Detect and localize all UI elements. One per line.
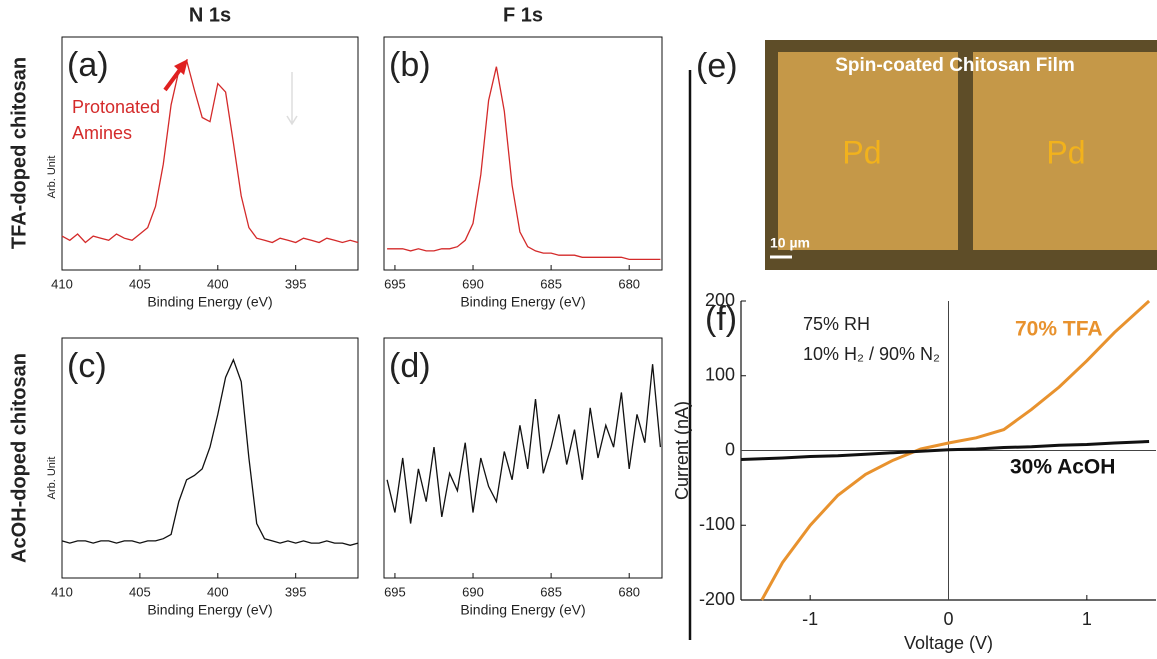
panel-label: (a) xyxy=(67,46,109,84)
x-tick-label: 680 xyxy=(618,276,640,291)
row-title: AcOH-doped chitosan xyxy=(8,353,30,563)
plot-frame xyxy=(61,337,359,579)
x-axis-label: Binding Energy (eV) xyxy=(460,294,585,310)
x-tick-label: 400 xyxy=(207,584,229,599)
pad xyxy=(778,52,958,250)
series-label: 70% TFA xyxy=(1015,318,1103,341)
x-tick-label: 690 xyxy=(462,276,484,291)
x-tick-label: 680 xyxy=(618,584,640,599)
x-tick-label: 395 xyxy=(285,584,307,599)
x-axis-label: Binding Energy (eV) xyxy=(147,294,272,310)
x-tick-label: 395 xyxy=(285,276,307,291)
pad xyxy=(973,52,1157,250)
x-tick-label: 695 xyxy=(384,584,406,599)
series-label: 30% AcOH xyxy=(1010,456,1115,479)
panel-label: (d) xyxy=(389,347,431,385)
y-tick-label: -100 xyxy=(699,514,735,534)
y-tick-label: 200 xyxy=(705,290,735,310)
annotation: 75% RH xyxy=(803,314,870,334)
panel-label: (c) xyxy=(67,347,107,385)
x-tick-label: 695 xyxy=(384,276,406,291)
y-axis-label: Current (nA) xyxy=(672,401,692,500)
spectrum-line xyxy=(61,358,359,546)
x-tick-label: 410 xyxy=(51,276,73,291)
y-tick-label: 0 xyxy=(725,439,735,459)
plot-frame xyxy=(383,36,663,271)
plot-frame xyxy=(383,337,663,579)
x-axis-label: Binding Energy (eV) xyxy=(147,602,272,618)
annotation: 10% H₂ / 90% N₂ xyxy=(803,344,940,364)
annotation-arrow xyxy=(163,65,184,92)
x-tick-label: 405 xyxy=(129,276,151,291)
row-title: TFA-doped chitosan xyxy=(8,57,30,249)
annotation: Protonated xyxy=(72,97,160,117)
annotation-arrowhead xyxy=(174,59,188,75)
x-tick-label: 0 xyxy=(943,609,953,629)
x-tick-label: 685 xyxy=(540,584,562,599)
spectrum-line xyxy=(387,66,661,261)
x-tick-label: 410 xyxy=(51,584,73,599)
iv-curve xyxy=(740,440,1150,461)
x-tick-label: 685 xyxy=(540,276,562,291)
x-tick-label: -1 xyxy=(802,609,818,629)
spectrum-line xyxy=(61,58,359,244)
panel-label: (e) xyxy=(696,47,738,85)
column-title: F 1s xyxy=(503,4,543,26)
faint-arrow xyxy=(286,72,298,126)
x-tick-label: 400 xyxy=(207,276,229,291)
scale-bar-label: 10 µm xyxy=(770,235,810,251)
column-title: N 1s xyxy=(189,4,231,26)
x-tick-label: 1 xyxy=(1082,609,1092,629)
panel-label: (b) xyxy=(389,46,431,84)
micrograph: Spin-coated Chitosan Film Pd Pd 10 µm xyxy=(765,40,1157,270)
y-axis-label: Arb. Unit xyxy=(46,156,58,199)
iv-curve xyxy=(760,299,1151,601)
image-title: Spin-coated Chitosan Film xyxy=(835,55,1075,76)
y-axis-label: Arb. Unit xyxy=(46,457,58,500)
x-tick-label: 690 xyxy=(462,584,484,599)
y-tick-label: -200 xyxy=(699,589,735,609)
spectrum-line xyxy=(386,364,662,524)
x-axis-label: Voltage (V) xyxy=(904,633,993,653)
panel-label: (f) xyxy=(705,300,737,338)
y-tick-label: 100 xyxy=(705,365,735,385)
annotation: Amines xyxy=(72,123,132,143)
pad-label: Pd xyxy=(1046,134,1085,170)
pad-label: Pd xyxy=(842,134,881,170)
x-axis-label: Binding Energy (eV) xyxy=(460,602,585,618)
x-tick-label: 405 xyxy=(129,584,151,599)
plot-frame xyxy=(61,36,359,271)
